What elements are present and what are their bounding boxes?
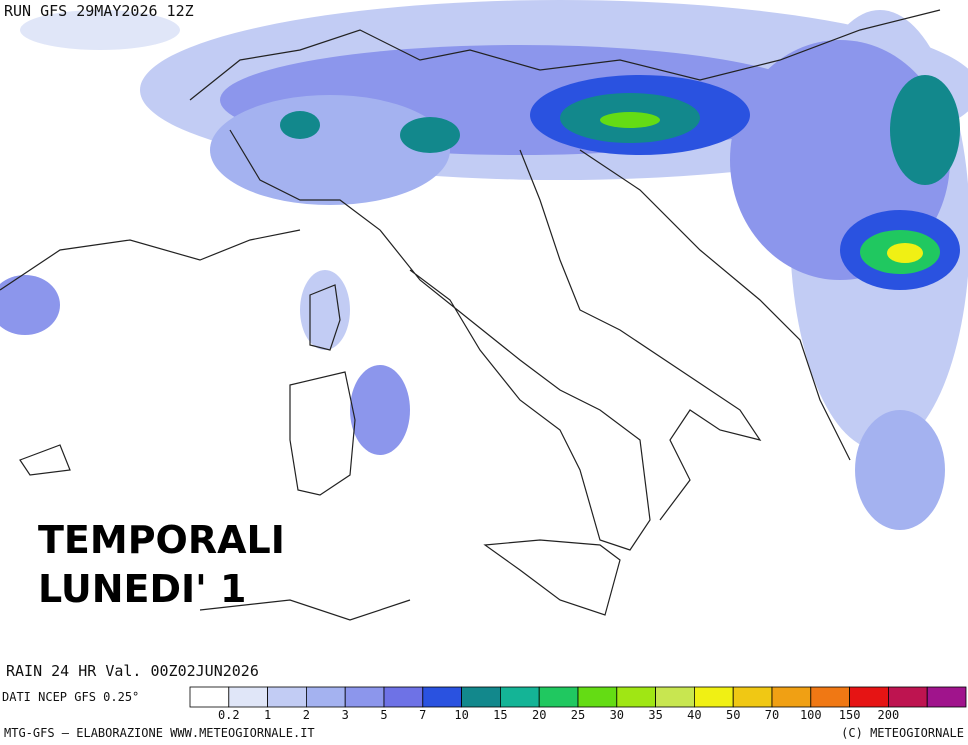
- legend-swatch: [461, 686, 501, 708]
- legend-swatch: [771, 686, 812, 708]
- legend-label: 150: [839, 708, 861, 722]
- legend-label: 2: [303, 708, 310, 722]
- legend-swatch: [577, 686, 618, 708]
- legend-label: 30: [610, 708, 624, 722]
- legend-label: 3: [342, 708, 349, 722]
- legend-swatch: [228, 686, 269, 708]
- legend-label: 40: [687, 708, 701, 722]
- legend-label: 0.2: [218, 708, 240, 722]
- legend-label: 15: [493, 708, 507, 722]
- color-legend: 0.2 1 2 3 5 7 10 15 20 25 30 35 40 50 70 100 150 200: [189, 686, 967, 722]
- legend-label: 7: [419, 708, 426, 722]
- legend-swatch: [694, 686, 734, 708]
- run-label: RUN GFS 29MAY2026 12Z: [4, 2, 194, 20]
- legend-swatch: [810, 686, 850, 708]
- legend-swatch: [538, 686, 579, 708]
- legend-label: 5: [380, 708, 387, 722]
- footer-right: (C) METEOGIORNALE: [841, 726, 964, 740]
- precip-field: [0, 0, 968, 530]
- legend-swatch: [499, 686, 540, 708]
- legend-swatch: [926, 686, 967, 708]
- source-label: DATI NCEP GFS 0.25°: [2, 690, 139, 704]
- legend-swatch: [732, 686, 773, 708]
- coastlines: [0, 9, 941, 621]
- legend-swatch: [422, 686, 462, 708]
- legend-label: 1: [264, 708, 271, 722]
- legend-label: 20: [532, 708, 546, 722]
- legend-swatch: [383, 686, 424, 708]
- legend-label: 25: [571, 708, 585, 722]
- legend-swatch: [616, 686, 656, 708]
- legend-label: 50: [726, 708, 740, 722]
- legend-label: 100: [800, 708, 822, 722]
- legend-swatch: [888, 686, 928, 708]
- legend-swatch: [344, 686, 385, 708]
- legend-swatch: [267, 686, 307, 708]
- title-line: TEMPORALI: [38, 518, 285, 562]
- title-line: LUNEDI' 1: [38, 567, 246, 611]
- legend-label: 10: [454, 708, 468, 722]
- field-label: RAIN 24 HR Val. 00Z02JUN2026: [6, 662, 259, 680]
- footer-left: MTG-GFS — ELABORAZIONE WWW.METEOGIORNALE…: [4, 726, 315, 740]
- legend-swatch: [849, 686, 889, 708]
- legend-swatch: [189, 686, 230, 708]
- legend-label: 70: [765, 708, 779, 722]
- legend-swatch: [305, 686, 346, 708]
- label-box: [0, 656, 415, 683]
- legend-swatch: [655, 686, 695, 708]
- legend-label: 200: [878, 708, 900, 722]
- legend-label: 35: [648, 708, 662, 722]
